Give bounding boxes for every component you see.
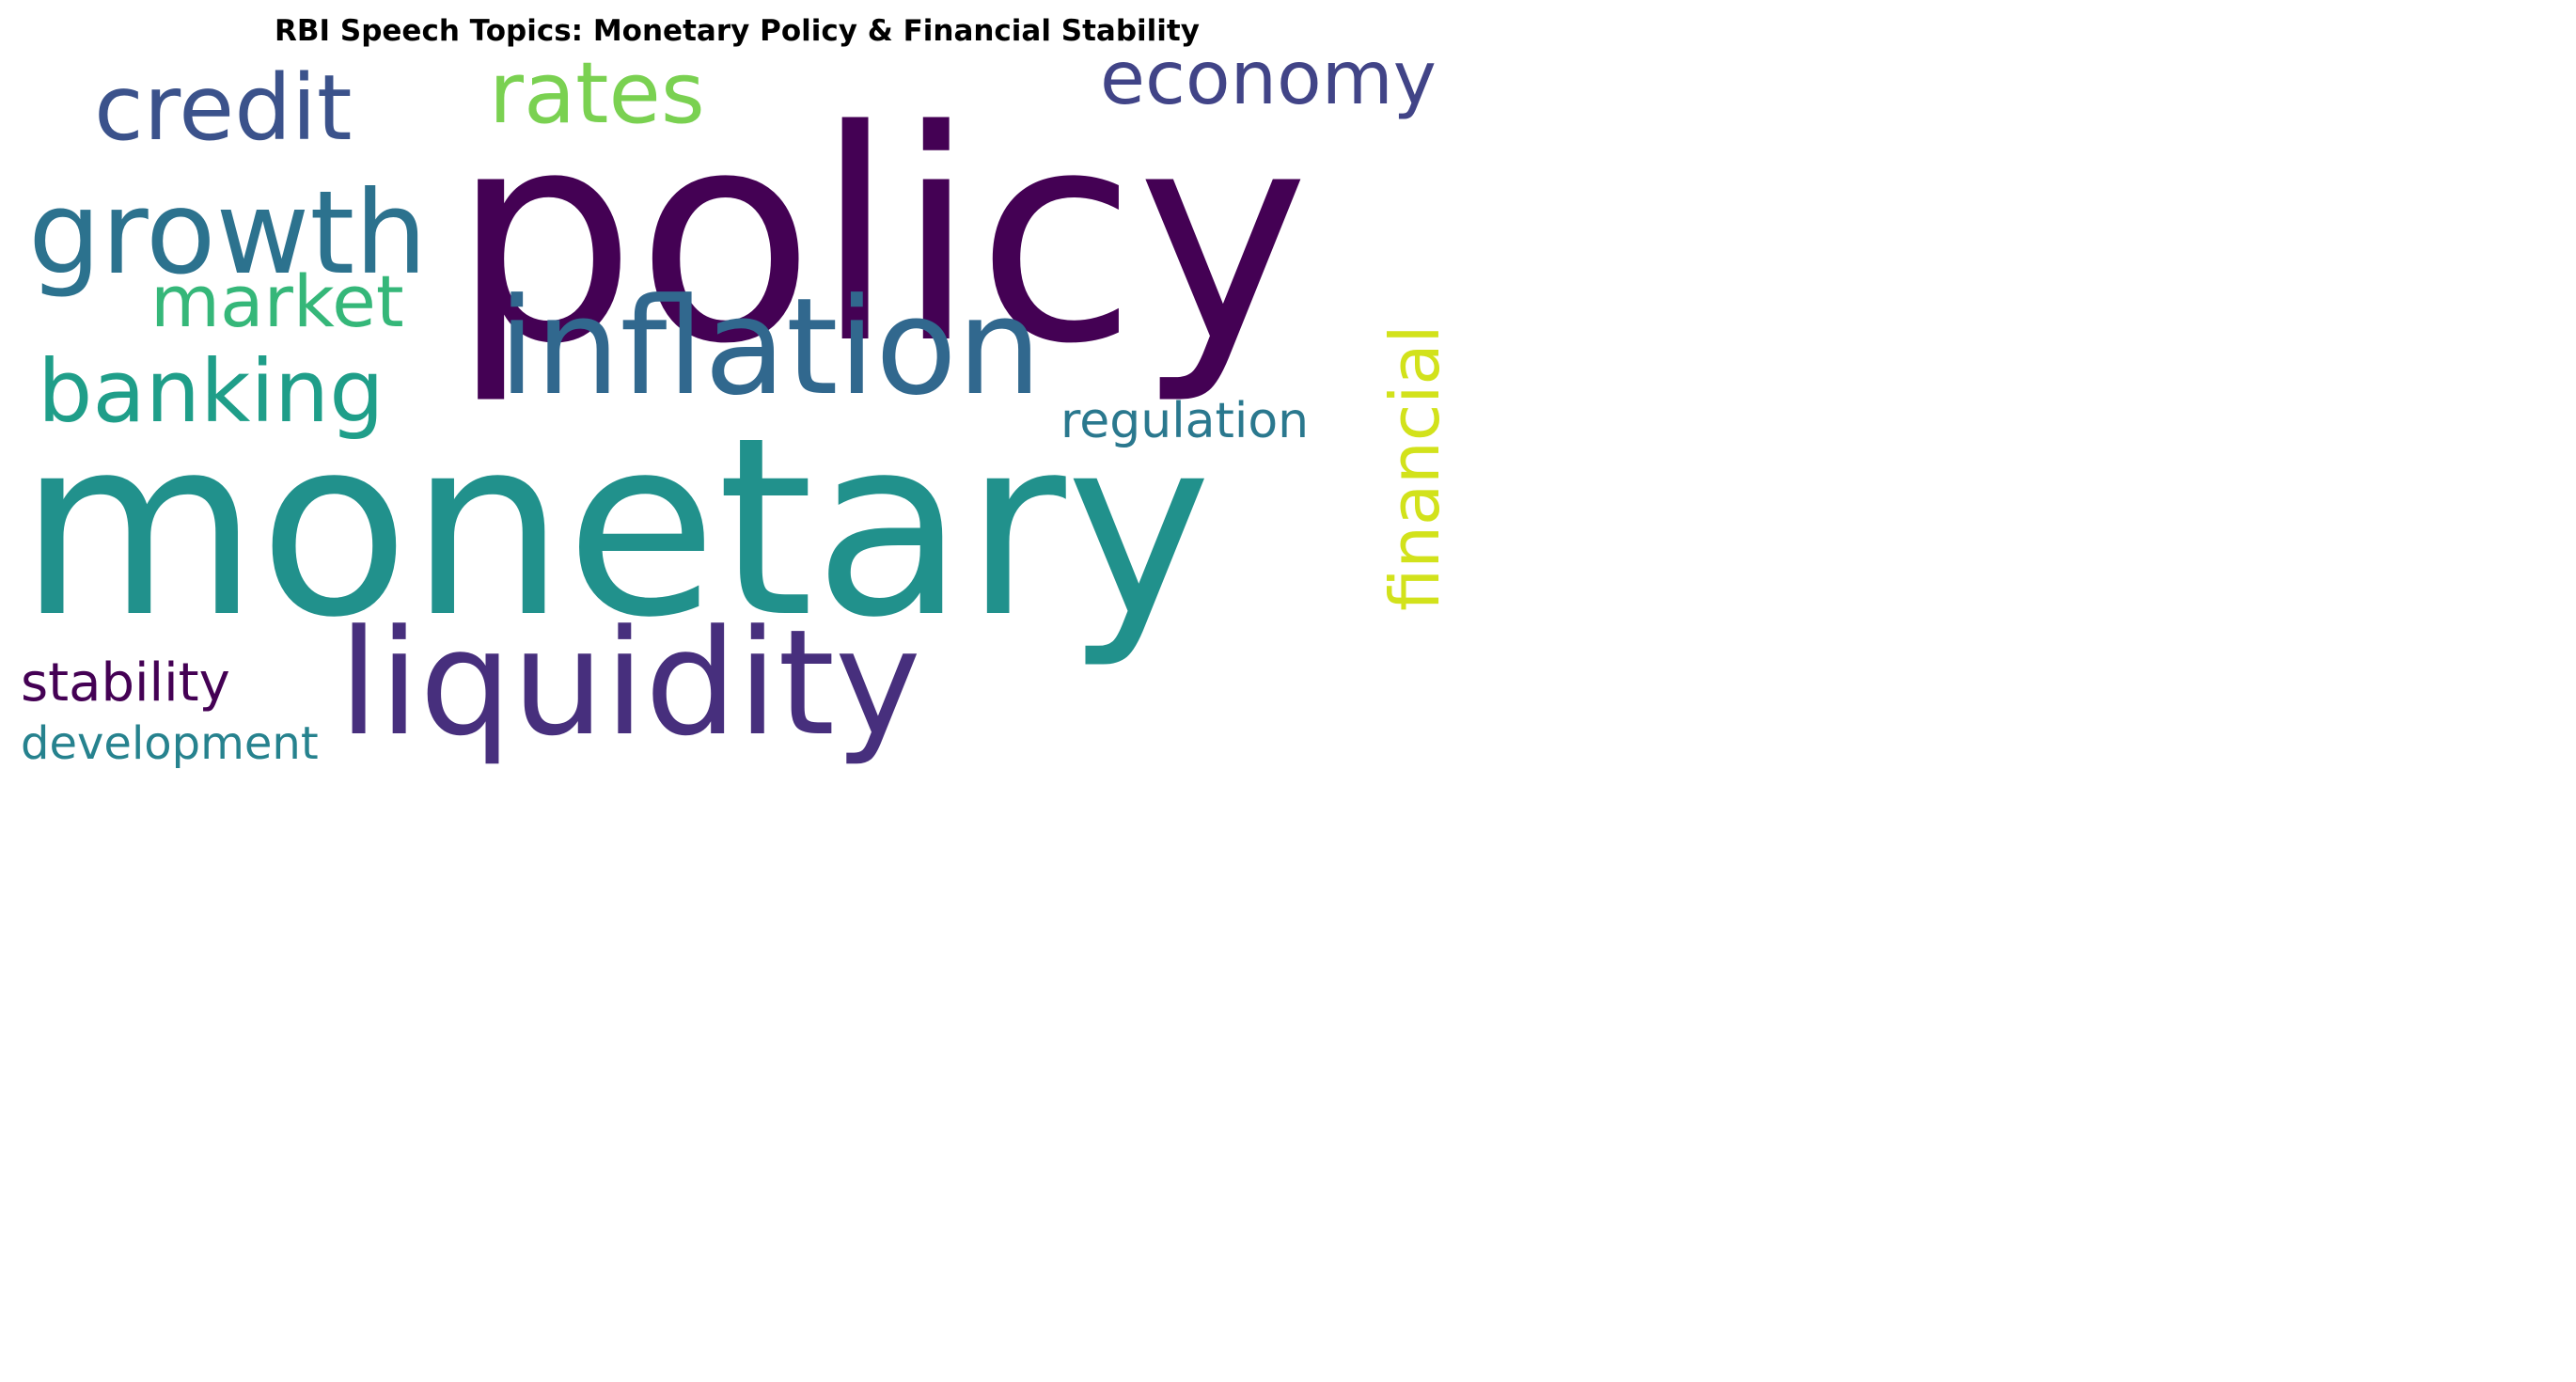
word-liquidity: liquidity	[338, 598, 921, 768]
word-rates: rates	[489, 44, 705, 143]
word-development: development	[21, 717, 319, 770]
word-stability: stability	[21, 652, 230, 714]
word-inflation: inflation	[498, 270, 1042, 425]
word-economy: economy	[1100, 37, 1437, 121]
word-policy: policy	[451, 69, 1310, 408]
word-cloud: RBI Speech Topics: Monetary Policy & Fin…	[0, 0, 1467, 787]
word-growth: growth	[28, 166, 428, 300]
word-banking: banking	[38, 341, 385, 442]
word-monetary: monetary	[19, 385, 1212, 671]
cloud-background	[0, 0, 1467, 787]
word-market: market	[150, 259, 404, 343]
word-credit: credit	[94, 55, 352, 161]
word-financial: financial	[1375, 325, 1454, 611]
chart-title: RBI Speech Topics: Monetary Policy & Fin…	[275, 14, 1200, 48]
word-regulation: regulation	[1060, 393, 1309, 449]
